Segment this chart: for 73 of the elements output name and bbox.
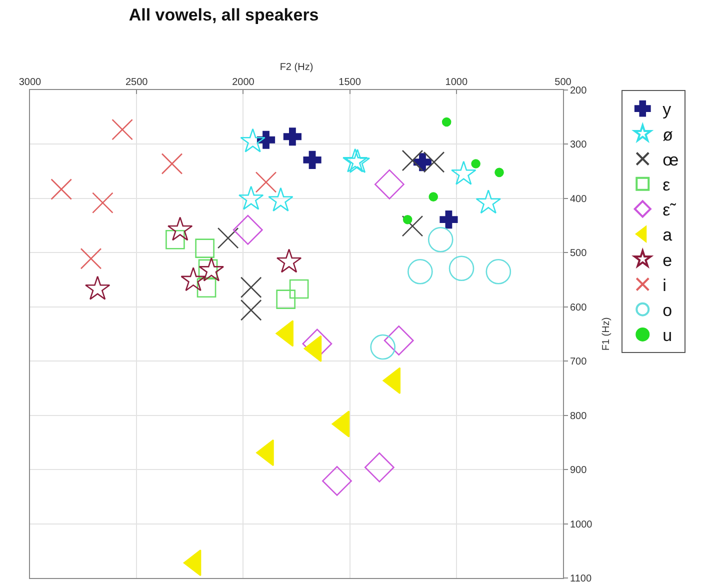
- point: [198, 257, 224, 282]
- point: [494, 168, 504, 178]
- legend-label: y: [662, 100, 672, 120]
- y-tick-label: 300: [570, 140, 588, 151]
- y-tick-label: 700: [570, 356, 588, 368]
- point: [322, 466, 352, 496]
- legend-label: ε̃: [662, 200, 676, 220]
- y-tick-label: 400: [570, 194, 588, 205]
- point: [428, 192, 438, 202]
- point: [413, 153, 432, 172]
- point: [370, 334, 396, 360]
- x-tick-label: 3000: [18, 77, 42, 88]
- legend-label: œ: [662, 150, 679, 170]
- point: [476, 190, 502, 214]
- y-tick-label: 1100: [570, 574, 592, 584]
- point: [402, 215, 424, 237]
- legend-label: e: [662, 250, 672, 270]
- chart-title: All vowels, all speakers: [128, 6, 319, 25]
- x-tick-label: 500: [554, 77, 572, 88]
- point: [428, 227, 454, 252]
- legend-label: ε: [662, 175, 671, 194]
- point: [408, 258, 433, 284]
- point: [80, 248, 102, 270]
- point: [240, 128, 266, 152]
- point: [283, 128, 302, 146]
- legend-label: u: [662, 326, 672, 346]
- legend-label: o: [662, 300, 672, 320]
- point: [448, 256, 474, 282]
- point: [238, 186, 264, 210]
- point: [442, 117, 452, 127]
- y-axis-title: F1 (Hz): [601, 317, 612, 351]
- y-tick-label: 200: [570, 86, 588, 96]
- x-tick-label: 1000: [445, 77, 468, 88]
- point: [471, 159, 480, 168]
- point: [84, 276, 110, 300]
- point: [289, 279, 309, 299]
- point: [276, 248, 302, 273]
- point: [451, 160, 476, 185]
- point: [161, 153, 183, 174]
- point: [166, 230, 185, 250]
- point: [303, 150, 322, 169]
- legend-label: a: [662, 226, 673, 245]
- point: [402, 214, 412, 224]
- legend-label: i: [662, 276, 666, 295]
- x-tick-label: 1500: [338, 77, 362, 88]
- point: [167, 216, 193, 241]
- point: [217, 227, 239, 249]
- point: [196, 278, 216, 298]
- x-tick-label: 2500: [125, 77, 148, 88]
- x-axis-title: F2 (Hz): [280, 62, 314, 73]
- point: [440, 210, 458, 229]
- point: [180, 267, 206, 292]
- point: [384, 326, 414, 356]
- point: [195, 238, 214, 258]
- point: [486, 258, 512, 284]
- y-tick-label: 1000: [570, 519, 593, 530]
- y-tick-label: 600: [570, 302, 588, 314]
- point: [240, 299, 262, 321]
- point: [232, 214, 263, 245]
- point: [276, 290, 296, 309]
- x-tick-label: 2000: [232, 77, 255, 88]
- point: [374, 169, 404, 200]
- legend-label: ø: [662, 125, 674, 144]
- y-tick-label: 900: [570, 465, 588, 476]
- point: [364, 452, 394, 482]
- point: [240, 276, 262, 298]
- point: [92, 192, 114, 214]
- point: [50, 178, 72, 200]
- y-tick-label: 500: [570, 248, 588, 260]
- point: [255, 172, 277, 193]
- point: [112, 118, 133, 140]
- y-tick-label: 800: [570, 410, 588, 422]
- point: [268, 187, 294, 212]
